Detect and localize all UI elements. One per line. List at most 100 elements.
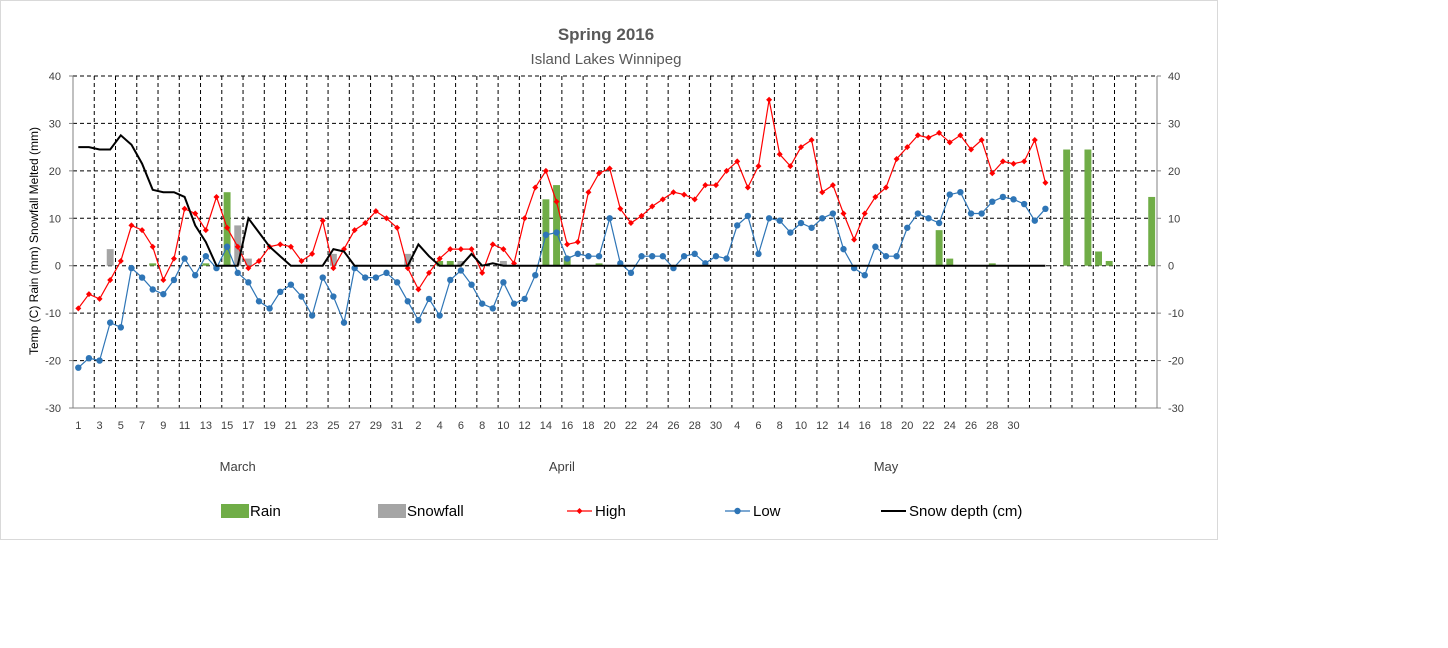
month-label: May — [874, 459, 899, 474]
low-point — [904, 224, 911, 231]
low-point — [192, 272, 199, 279]
low-point — [266, 305, 273, 312]
x-tick-label: 23 — [306, 420, 318, 432]
low-point — [606, 215, 613, 222]
high-point — [479, 269, 486, 276]
high-point — [946, 139, 953, 146]
low-point — [797, 219, 805, 227]
high-point — [234, 243, 241, 250]
low-point — [872, 243, 879, 250]
low-point — [457, 267, 465, 274]
low-point — [128, 264, 135, 272]
high-point — [691, 196, 698, 203]
high-point — [255, 257, 262, 264]
low-point — [946, 191, 953, 198]
low-point — [935, 219, 943, 227]
rain-bar — [1084, 149, 1092, 266]
x-tick-label: 31 — [391, 420, 403, 432]
low-point — [882, 253, 890, 260]
high-point — [85, 291, 92, 298]
high-point — [957, 132, 964, 139]
y-tick-label-right: 20 — [1168, 166, 1180, 178]
low-point — [957, 189, 964, 196]
high-point — [776, 151, 783, 158]
x-tick-label: 14 — [540, 420, 552, 432]
snowfall-bar — [329, 253, 337, 266]
x-tick-label: 29 — [370, 420, 382, 432]
high-point — [107, 276, 114, 283]
x-tick-label: 20 — [901, 420, 913, 432]
high-point — [351, 227, 358, 234]
x-tick-label: 10 — [795, 420, 807, 432]
high-point — [160, 276, 167, 283]
snowfall-bar — [499, 260, 507, 266]
snowfall-bar — [457, 260, 465, 266]
x-tick-label: 30 — [710, 420, 722, 432]
low-point — [202, 253, 210, 260]
rain-bar — [595, 263, 603, 266]
month-label: March — [220, 459, 256, 474]
low-point — [989, 198, 996, 205]
high-point — [851, 236, 858, 243]
x-tick-label: 22 — [922, 420, 934, 432]
y-tick-label-left: 0 — [55, 261, 61, 273]
high-point — [298, 257, 305, 264]
low-point — [542, 231, 550, 239]
rain-bar — [988, 263, 996, 266]
low-point — [138, 274, 146, 281]
low-point — [298, 293, 305, 300]
low-point — [563, 255, 571, 262]
high-point — [723, 167, 730, 174]
low-point — [436, 312, 443, 319]
low-point — [234, 269, 241, 277]
low-point — [712, 253, 720, 260]
low-point — [808, 224, 815, 231]
high-point — [362, 220, 369, 227]
legend-marker-high — [576, 508, 583, 514]
y-tick-label-left: 10 — [49, 213, 61, 225]
x-tick-label: 15 — [221, 420, 233, 432]
high-point — [861, 210, 868, 217]
high-point — [606, 165, 613, 172]
rain-bar — [436, 260, 444, 266]
y-tick-label-right: 10 — [1168, 213, 1180, 225]
low-point — [691, 250, 698, 258]
high-point — [872, 193, 879, 200]
low-point — [521, 295, 528, 303]
rain-bar — [202, 263, 210, 266]
low-point — [893, 253, 900, 260]
low-point — [330, 293, 337, 300]
grid-lines — [73, 75, 1157, 409]
high-point — [213, 193, 220, 200]
low-point — [680, 253, 688, 260]
y-tick-label-right: -30 — [1168, 403, 1184, 415]
low-point — [978, 210, 985, 217]
high-point — [468, 246, 475, 253]
high-point — [1042, 179, 1049, 186]
high-point — [893, 156, 900, 162]
high-point — [936, 129, 943, 136]
y-tick-label-right: 40 — [1168, 71, 1180, 83]
high-point — [627, 220, 634, 227]
high-point — [638, 212, 645, 219]
high-point — [649, 203, 656, 210]
high-point — [883, 184, 889, 191]
y-tick-label-left: 40 — [49, 71, 61, 83]
rain-bar — [1148, 196, 1156, 266]
low-point — [638, 253, 645, 260]
y-axis-label: Temp (C) Rain (mm) Snowfall Melted (mm) — [27, 127, 41, 355]
high-point — [702, 182, 709, 189]
x-tick-label: 5 — [118, 420, 124, 432]
y-tick-label-right: -20 — [1168, 356, 1184, 368]
x-tick-label: 8 — [777, 420, 783, 432]
high-point — [829, 182, 836, 189]
low-point — [1020, 200, 1028, 208]
low-point — [362, 274, 369, 281]
low-point — [1010, 196, 1017, 203]
low-point — [393, 279, 401, 286]
low-point — [181, 255, 188, 262]
low-point — [1042, 205, 1049, 212]
y-tick-label-left: 30 — [49, 118, 61, 130]
low-point — [776, 217, 783, 224]
y-tick-label-right: -10 — [1168, 308, 1184, 320]
